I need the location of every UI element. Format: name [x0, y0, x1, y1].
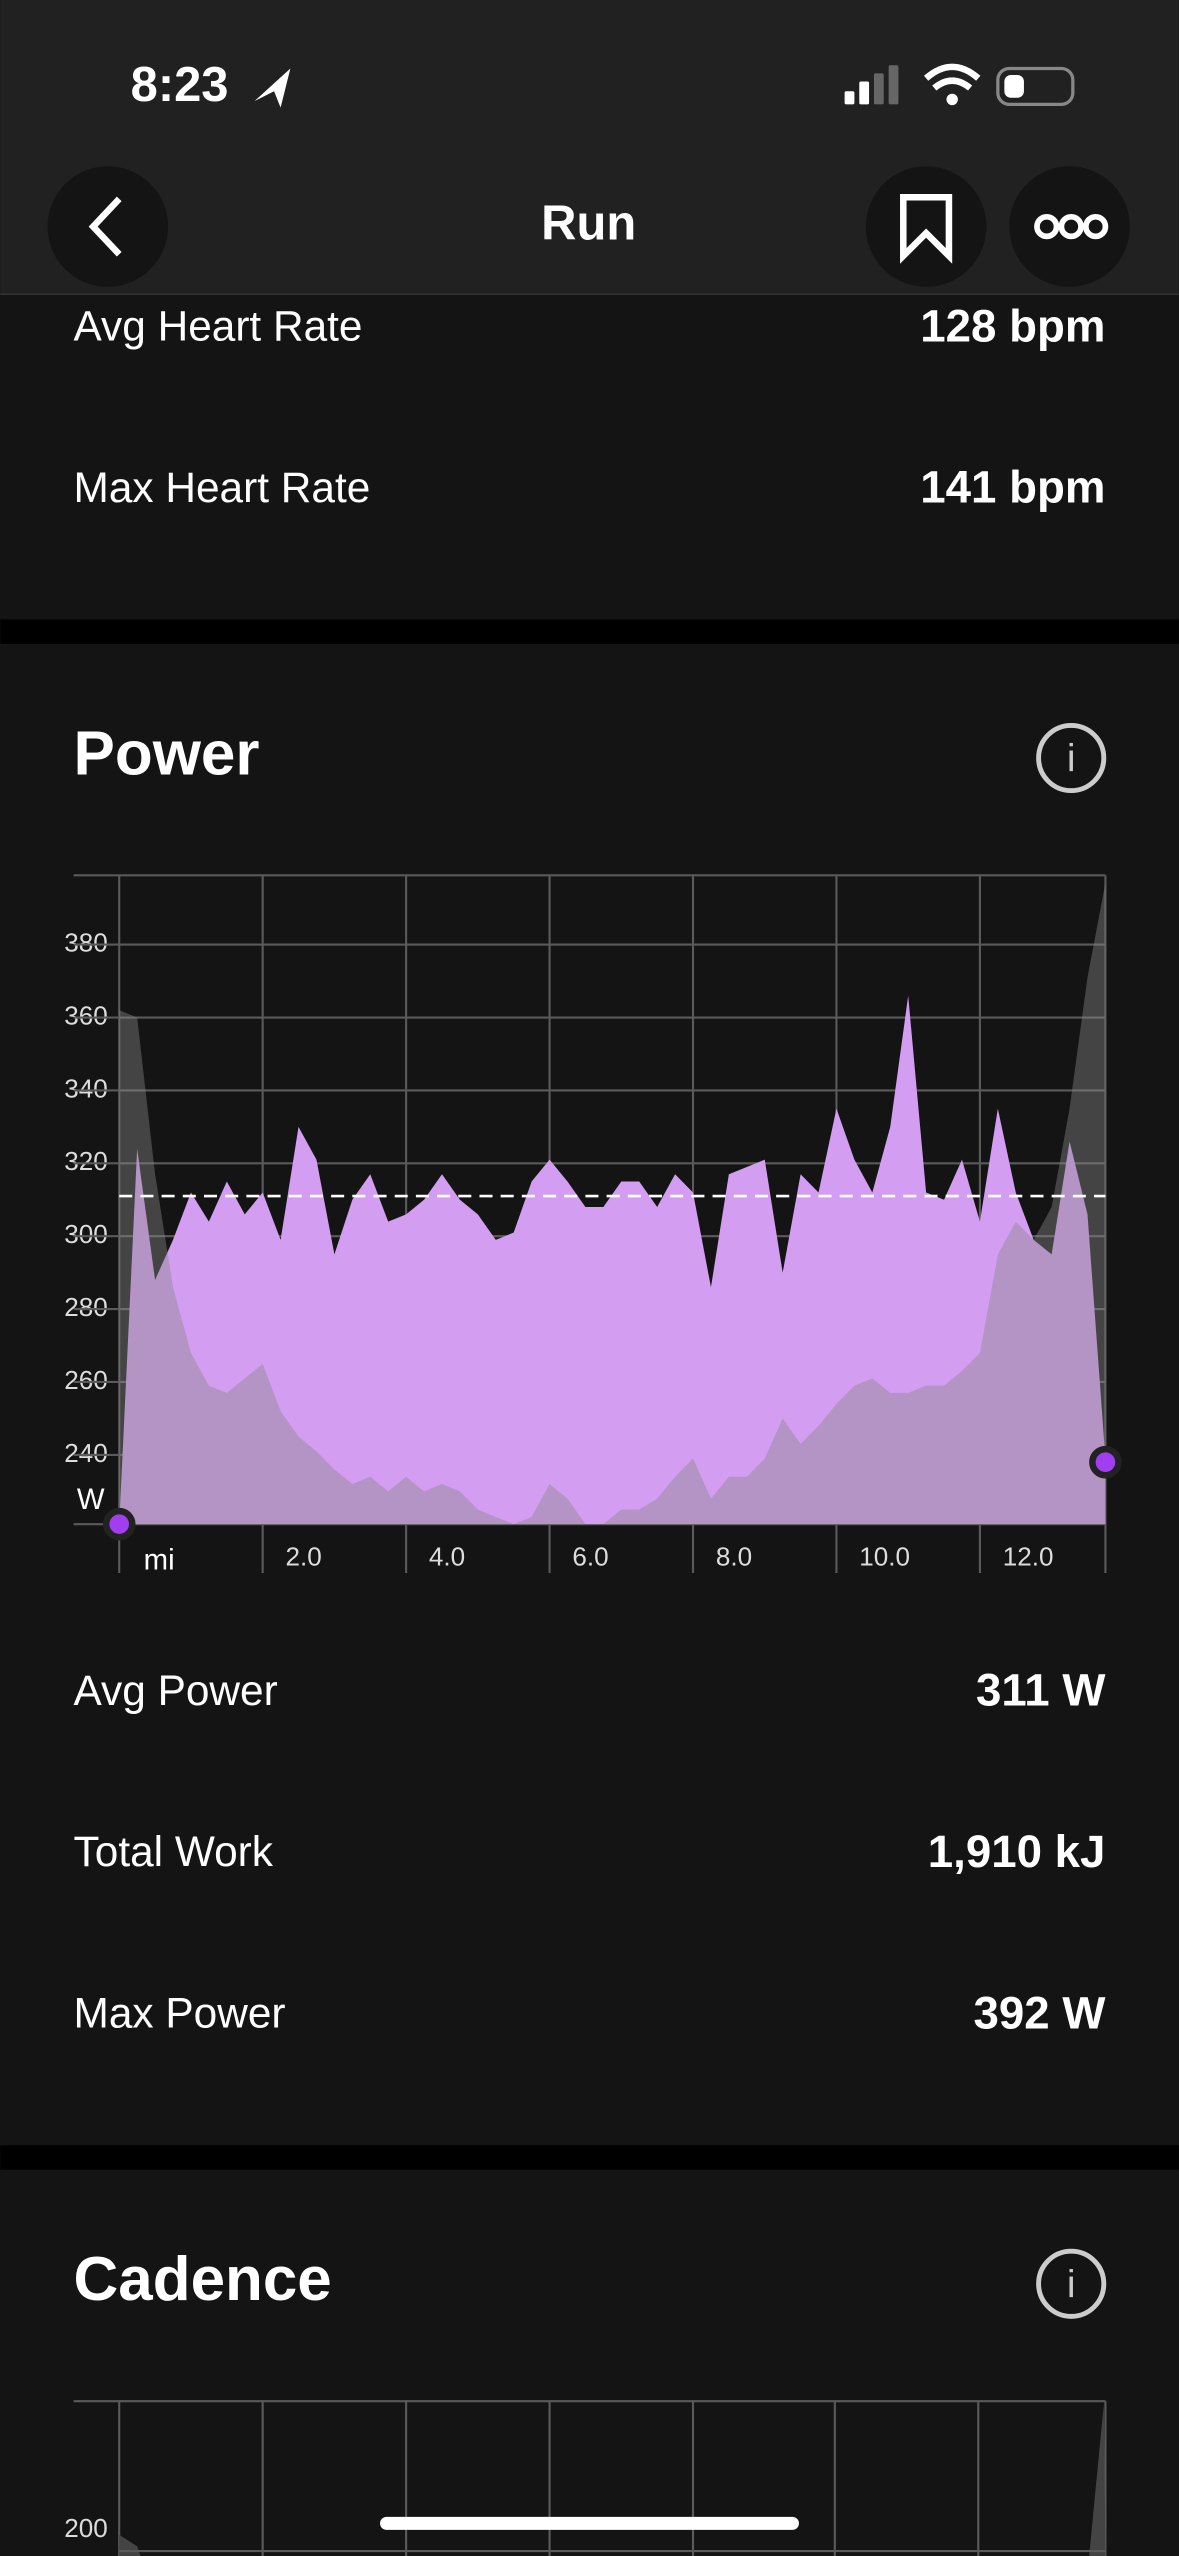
row-value: 392 W	[974, 1987, 1107, 2038]
y-axis-label: W	[77, 1483, 105, 1516]
section-divider	[0, 2145, 1179, 2170]
battery-icon	[996, 66, 1075, 106]
bookmark-button[interactable]	[865, 166, 987, 287]
row-value: 1,910 kJ	[928, 1826, 1106, 1877]
power-chart: 240 260 280 300 320 340 360 380 2.0 4.0 6.0 8.0 10.0…	[64, 874, 1122, 1576]
y-tick-label: 340	[64, 1073, 108, 1103]
y-tick-label: 200	[64, 2513, 108, 2543]
signal-icon	[844, 65, 899, 105]
section-title: Cadence	[74, 2245, 332, 2314]
range-handle	[102, 1507, 136, 1541]
area	[119, 995, 1106, 1525]
home-indicator	[380, 2516, 799, 2530]
x-tick-label: 2.0	[285, 1541, 321, 1571]
row-label: Avg Power	[74, 1667, 278, 1714]
x-tick-label: 4.0	[429, 1541, 465, 1571]
row-label: Avg Heart Rate	[74, 302, 363, 349]
row-label: Total Work	[74, 1828, 274, 1875]
row-value: 128 bpm	[920, 300, 1105, 351]
y-tick-label: 360	[64, 1000, 108, 1030]
range-handle	[1089, 1445, 1122, 1479]
y-tick-label: 260	[64, 1365, 108, 1395]
back-button[interactable]	[47, 166, 169, 287]
wifi-icon	[923, 63, 981, 91]
x-tick-label: 12.0	[1003, 1541, 1054, 1571]
battery-level	[1004, 74, 1024, 98]
section-divider	[0, 619, 1179, 644]
info-button[interactable]	[1036, 2248, 1107, 2319]
row-value: 141 bpm	[920, 462, 1105, 513]
row-value: 311 W	[976, 1665, 1106, 1716]
status-time: 8:23	[131, 58, 229, 112]
y-tick-label: 240	[64, 1438, 108, 1468]
row-label: Max Heart Rate	[74, 464, 371, 511]
info-icon: i	[1067, 2263, 1076, 2306]
info-button[interactable]	[1036, 722, 1107, 794]
x-tick-label: 10.0	[859, 1541, 910, 1571]
x-tick-label: 8.0	[716, 1541, 752, 1571]
nav-title: Run	[541, 197, 636, 251]
area	[119, 882, 1106, 1525]
more-icon	[1034, 213, 1109, 240]
location-icon	[254, 68, 291, 108]
more-button[interactable]	[1009, 166, 1130, 287]
row-label: Max Power	[74, 1990, 286, 2037]
back-icon	[88, 196, 122, 257]
info-icon: i	[1067, 738, 1076, 781]
wifi-dot	[946, 93, 958, 106]
y-tick-label: 380	[64, 928, 108, 958]
y-tick-label: 320	[64, 1146, 108, 1176]
bookmark-icon	[900, 193, 953, 264]
x-axis-label: mi	[144, 1543, 175, 1576]
y-tick-label: 280	[64, 1292, 108, 1322]
cadence-grid	[73, 2400, 1107, 2556]
y-tick-label: 300	[64, 1219, 108, 1249]
x-tick-label: 6.0	[572, 1541, 608, 1571]
section-title: Power	[74, 719, 260, 788]
